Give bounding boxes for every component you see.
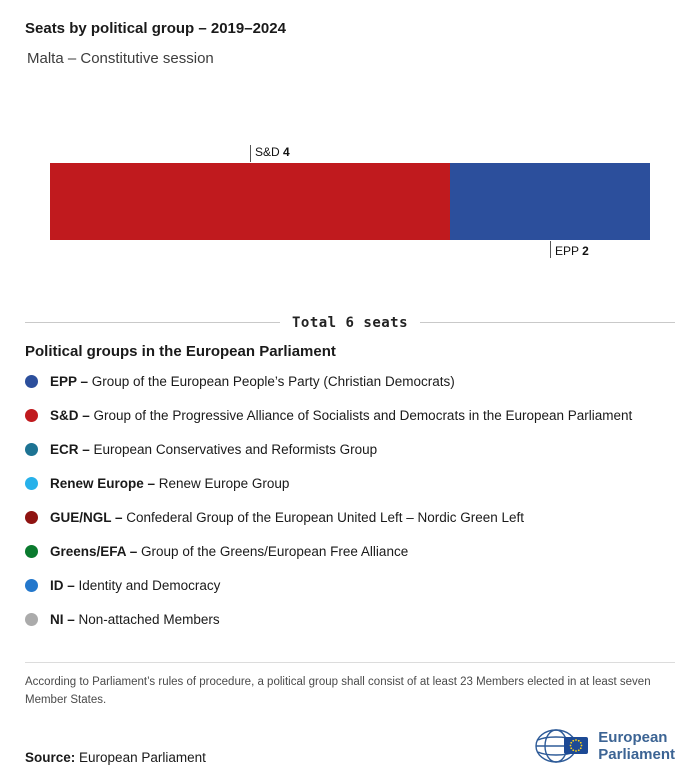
legend-item-text: Greens/EFA – Group of the Greens/Europea… xyxy=(50,543,409,559)
group-color-dot xyxy=(25,578,38,592)
label-tick xyxy=(250,145,251,162)
seats-bar-chart: S&D 4 EPP 2 xyxy=(50,145,650,260)
logo-wordmark: European Parliament xyxy=(598,729,675,764)
page-title: Seats by political group – 2019–2024 xyxy=(25,20,286,37)
stacked-bar xyxy=(50,163,650,240)
legend-heading: Political groups in the European Parliam… xyxy=(25,343,336,360)
legend-item: ID – Identity and Democracy xyxy=(25,568,680,602)
group-color-dot xyxy=(25,374,38,388)
page-subtitle: Malta – Constitutive session xyxy=(27,50,214,67)
legend-item-text: S&D – Group of the Progressive Alliance … xyxy=(50,407,633,423)
group-color-dot xyxy=(25,476,38,490)
footnote: According to Parliament’s rules of proce… xyxy=(25,662,675,710)
divider-line xyxy=(420,322,676,323)
legend-item-text: NI – Non-attached Members xyxy=(50,611,220,627)
legend-item-text: ID – Identity and Democracy xyxy=(50,577,221,593)
legend-item: Renew Europe – Renew Europe Group xyxy=(25,466,680,500)
group-color-dot xyxy=(25,544,38,558)
bar-segment-s-d xyxy=(50,163,450,240)
bar-label-s-d: S&D 4 xyxy=(250,145,290,162)
legend-item: GUE/NGL – Confederal Group of the Europe… xyxy=(25,500,680,534)
european-parliament-logo-icon xyxy=(535,729,589,763)
legend-item: NI – Non-attached Members xyxy=(25,602,680,636)
bar-segment-epp xyxy=(450,163,650,240)
legend-item: Greens/EFA – Group of the Greens/Europea… xyxy=(25,534,680,568)
legend-item: EPP – Group of the European People’s Par… xyxy=(25,364,680,398)
label-text: EPP 2 xyxy=(555,244,589,258)
bar-label-epp: EPP 2 xyxy=(550,241,589,258)
total-seats-label: Total 6 seats xyxy=(291,314,409,331)
legend-item: S&D – Group of the Progressive Alliance … xyxy=(25,398,680,432)
legend-item: ECR – European Conservatives and Reformi… xyxy=(25,432,680,466)
source-line: Source: European Parliament xyxy=(25,750,206,765)
group-color-dot xyxy=(25,408,38,422)
group-color-dot xyxy=(25,612,38,626)
logo-wordmark-line1: European xyxy=(598,728,668,746)
source-text: European Parliament xyxy=(79,750,206,765)
legend-list: EPP – Group of the European People’s Par… xyxy=(25,364,680,636)
legend-item-text: GUE/NGL – Confederal Group of the Europe… xyxy=(50,509,525,525)
source-label: Source: xyxy=(25,750,76,765)
label-text: S&D 4 xyxy=(255,145,290,159)
label-tick xyxy=(550,241,551,258)
legend-item-text: EPP – Group of the European People’s Par… xyxy=(50,373,455,389)
european-parliament-logo: European Parliament xyxy=(534,726,675,766)
legend-item-text: ECR – European Conservatives and Reformi… xyxy=(50,441,378,457)
divider-line xyxy=(25,322,280,323)
legend-item-text: Renew Europe – Renew Europe Group xyxy=(50,475,290,491)
group-color-dot xyxy=(25,510,38,524)
logo-wordmark-line2: Parliament xyxy=(598,746,675,763)
group-color-dot xyxy=(25,442,38,456)
total-seats-row: Total 6 seats xyxy=(25,314,676,331)
